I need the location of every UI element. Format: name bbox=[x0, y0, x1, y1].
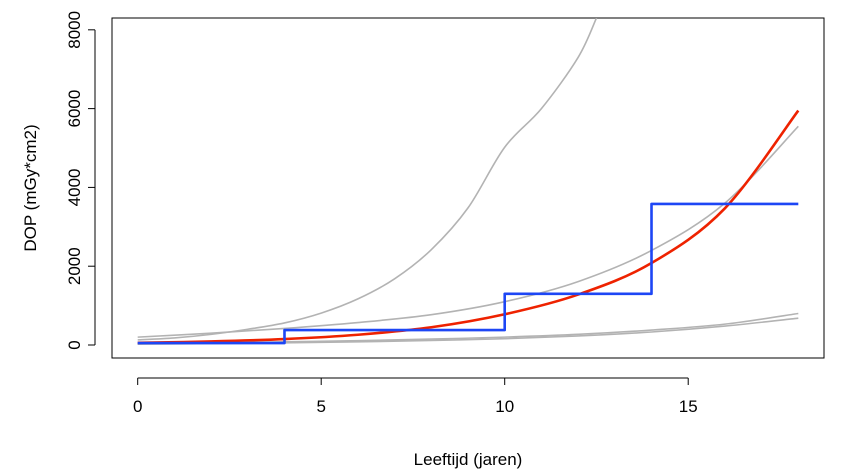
plot-box bbox=[111, 17, 825, 359]
series-gray-curve-1 bbox=[137, 125, 799, 338]
y-tick-label: 8000 bbox=[65, 11, 84, 49]
y-tick-label: 4000 bbox=[65, 168, 84, 206]
y-tick-label: 2000 bbox=[65, 247, 84, 285]
series-step-line bbox=[137, 202, 799, 345]
series-red-curve bbox=[137, 109, 800, 345]
x-tick-label: 10 bbox=[495, 397, 514, 416]
y-axis-label: DOP (mGy*cm2) bbox=[21, 124, 40, 251]
y-tick-label: 0 bbox=[65, 340, 84, 349]
y-tick-label: 6000 bbox=[65, 90, 84, 128]
x-tick-label: 15 bbox=[679, 397, 698, 416]
series-layer bbox=[137, 18, 800, 346]
y-axis: 0 2000 4000 6000 8000 bbox=[65, 11, 96, 350]
x-tick-label: 5 bbox=[316, 397, 325, 416]
x-axis-label: Leeftijd (jaren) bbox=[414, 450, 523, 469]
series-gray-curve-0 bbox=[137, 18, 598, 341]
x-tick-label: 0 bbox=[133, 397, 142, 416]
x-axis: 0 5 10 15 bbox=[133, 377, 698, 416]
